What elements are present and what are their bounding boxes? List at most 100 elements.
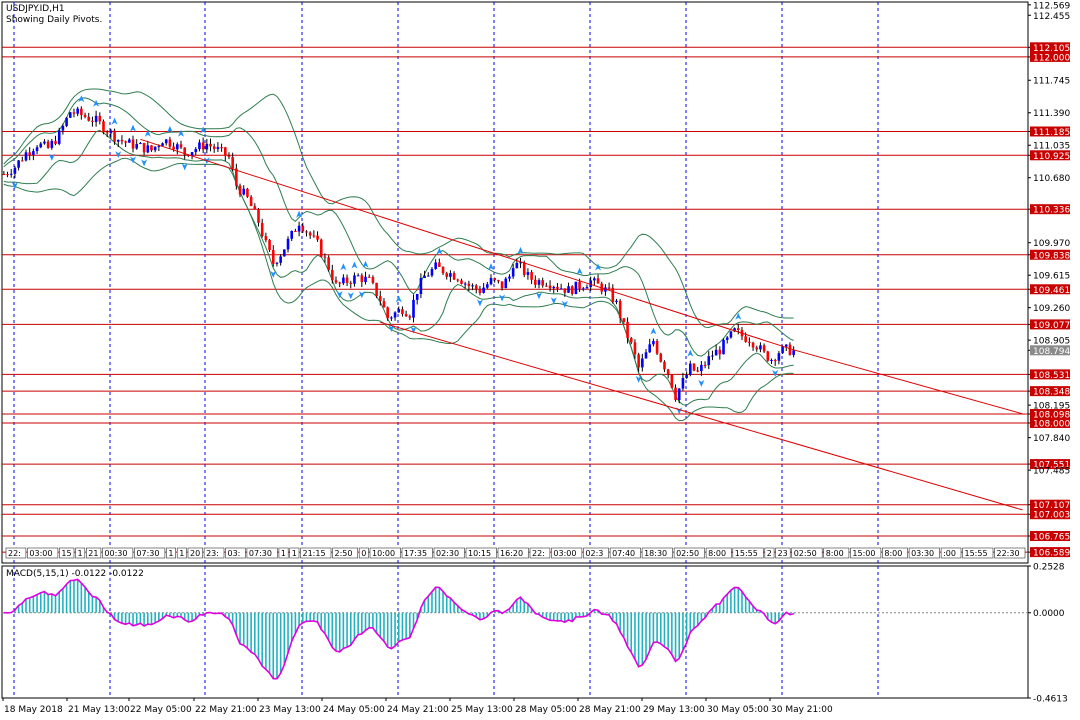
candle-bear: [522, 262, 526, 275]
session-label: 15:00: [852, 549, 875, 558]
session-label: 07:30: [249, 549, 272, 558]
candle-bear: [744, 336, 747, 342]
candle-bear: [319, 239, 323, 257]
candle-bull: [641, 358, 644, 368]
session-box: [732, 547, 764, 559]
candle-bull: [700, 364, 703, 372]
current-price-box: [1030, 345, 1070, 356]
candle-bear: [327, 257, 330, 270]
candle-bear: [766, 351, 770, 361]
pivot-price-box: [1030, 249, 1070, 260]
session-box: [775, 547, 791, 559]
time-label: 23 May 13:00: [259, 705, 321, 715]
pivot-price-box: [1030, 417, 1070, 428]
candle-bear: [500, 281, 504, 289]
candle-bull: [146, 145, 150, 153]
fractal-down: [550, 297, 557, 305]
session-label: 03:00: [29, 549, 52, 558]
candle-bear: [618, 300, 622, 319]
candle-bull: [279, 256, 282, 263]
fractal-up: [687, 349, 694, 357]
session-box: [529, 547, 551, 559]
fractal-down: [698, 379, 705, 387]
candle-bull: [342, 277, 345, 284]
candle-bear: [633, 342, 637, 355]
candle-bear: [28, 152, 31, 155]
session-box: [583, 547, 609, 559]
candle-bull: [68, 112, 72, 118]
session-box: [187, 547, 203, 559]
session-box: [166, 547, 176, 559]
candle-bull: [283, 249, 286, 257]
candle-bull: [61, 125, 65, 131]
candle-bull: [515, 262, 519, 269]
price-label: 112.000: [1033, 53, 1070, 63]
fractal-down: [388, 325, 395, 333]
candle-bear: [249, 196, 253, 207]
price-label: 109.615: [1033, 272, 1070, 282]
session-label: 1: [292, 549, 297, 558]
pivot-price-box: [1030, 126, 1070, 137]
candle-bear: [102, 121, 105, 133]
time-label: 22 May 21:00: [195, 705, 257, 715]
time-label: 30 May 05:00: [707, 705, 769, 715]
pivot-price-box: [1030, 386, 1070, 397]
time-label: 30 May 21:00: [771, 705, 833, 715]
candle-bull: [567, 286, 570, 293]
candle-bull: [526, 272, 530, 275]
fractal-down: [410, 326, 417, 334]
candle-bull: [685, 374, 688, 379]
session-box: [332, 547, 359, 559]
fractal-down: [499, 294, 506, 302]
candle-bear: [762, 345, 766, 352]
session-label: 1: [168, 549, 173, 558]
candle-bull: [511, 268, 515, 277]
fractal-up: [200, 126, 207, 134]
candle-bull: [463, 283, 467, 285]
candle-bear: [6, 174, 9, 176]
candle-bull: [109, 130, 113, 134]
session-label: 22:30: [997, 549, 1020, 558]
candle-bear: [72, 112, 76, 114]
session-label: 02:3: [585, 549, 603, 558]
candle-bull: [13, 167, 17, 174]
price-label: 106.765: [1033, 533, 1070, 543]
macd-signal-line: [3, 578, 794, 680]
candle-bull: [449, 273, 452, 277]
session-label: 1: [179, 549, 184, 558]
session-box: [401, 547, 433, 559]
candle-bear: [220, 147, 223, 149]
price-label: 107.485: [1033, 467, 1070, 477]
price-label: 108.000: [1033, 419, 1070, 429]
session-label: 8:00: [826, 549, 844, 558]
session-box: [176, 547, 187, 559]
candle-bull: [784, 344, 788, 347]
outer-band-lower: [3, 157, 794, 422]
candle-bear: [124, 141, 127, 143]
session-box: [850, 547, 882, 559]
session-label: 02:50: [676, 549, 699, 558]
price-label: 110.925: [1033, 152, 1070, 162]
candle-bear: [438, 262, 441, 267]
session-box: [278, 547, 289, 559]
session-label: 03:30: [911, 549, 934, 558]
candle-bear: [541, 280, 544, 286]
candle-bull: [681, 378, 685, 389]
candle-bull: [430, 269, 434, 276]
candle-bull: [489, 278, 493, 285]
candle-bear: [386, 307, 389, 319]
candle-bull: [205, 143, 209, 150]
candle-bear: [150, 145, 153, 151]
candle-bear: [748, 341, 751, 343]
candle-bear: [696, 370, 699, 372]
fractal-down: [676, 407, 683, 415]
session-box: [433, 547, 465, 559]
candle-bull: [777, 353, 781, 361]
candle-bear: [556, 286, 559, 289]
session-label: 8:00: [708, 549, 726, 558]
price-label: 110.336: [1033, 206, 1070, 216]
candle-bear: [663, 361, 666, 370]
candle-bull: [153, 146, 157, 151]
time-label: 18 May 2018: [4, 705, 63, 715]
